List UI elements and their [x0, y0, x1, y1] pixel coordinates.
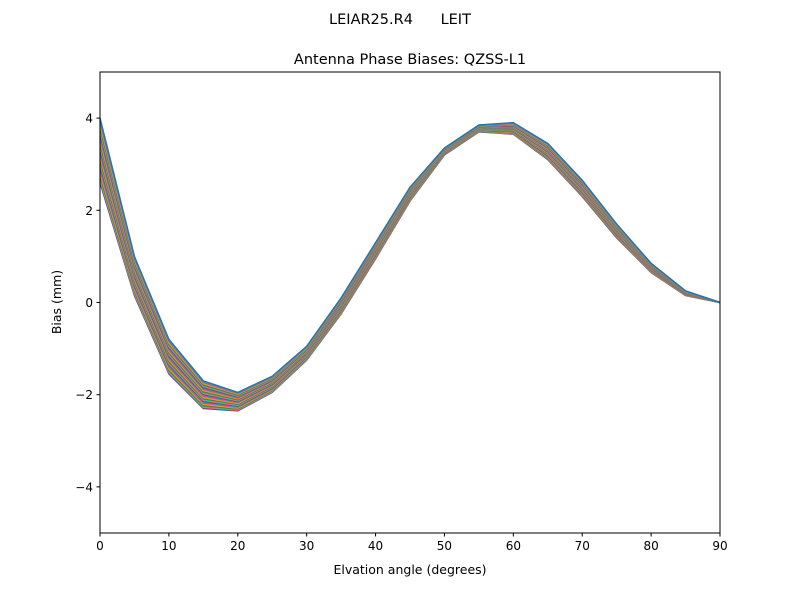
- x-axis-label: Elvation angle (degrees): [333, 562, 486, 577]
- series-line: [99, 121, 721, 395]
- series-line: [99, 125, 721, 399]
- series-line: [99, 117, 721, 394]
- x-tick-label: 70: [575, 539, 590, 553]
- series-line: [99, 124, 721, 398]
- series-line: [99, 125, 721, 400]
- series-line: [99, 129, 721, 408]
- series-line: [99, 129, 721, 407]
- series-line: [99, 124, 721, 397]
- series-line: [99, 128, 721, 406]
- series-line: [99, 129, 721, 409]
- x-tick-label: 80: [643, 539, 658, 553]
- series-line: [99, 126, 721, 401]
- series-line: [99, 119, 721, 394]
- series-line: [99, 128, 721, 405]
- series-line: [99, 128, 721, 404]
- y-axis-label: Bias (mm): [49, 270, 64, 334]
- series-line: [99, 124, 721, 398]
- series-line: [99, 125, 721, 400]
- series-line: [99, 123, 721, 396]
- series-line: [99, 129, 721, 407]
- chart-title: Antenna Phase Biases: QZSS-L1: [294, 52, 526, 68]
- y-tick-label: −2: [75, 388, 93, 402]
- series-line: [99, 128, 721, 405]
- x-tick-label: 60: [506, 539, 521, 553]
- suptitle: LEIAR25.R4 LEIT: [329, 12, 471, 28]
- axes-frame: [99, 71, 721, 534]
- y-axis: −4 −2 0 2 4: [75, 112, 100, 494]
- series-lines: [99, 117, 721, 412]
- series-line: [99, 125, 721, 399]
- x-tick-label: 50: [437, 539, 452, 553]
- series-line: [99, 123, 721, 397]
- series-line: [99, 128, 721, 406]
- series-line: [99, 130, 721, 409]
- series-line: [99, 129, 721, 408]
- series-line: [99, 126, 721, 401]
- x-tick-label: 30: [299, 539, 314, 553]
- series-line: [99, 122, 721, 395]
- series-line: [99, 127, 721, 402]
- y-tick-label: −4: [75, 480, 93, 494]
- y-tick-label: 0: [85, 296, 93, 310]
- series-line: [99, 127, 721, 403]
- x-tick-label: 10: [161, 539, 176, 553]
- series-line: [99, 127, 721, 402]
- series-line: [99, 128, 721, 404]
- x-axis: 0 10 20 30 40 50 60 70 80 90: [96, 533, 728, 553]
- x-tick-label: 90: [712, 539, 727, 553]
- x-tick-label: 0: [96, 539, 104, 553]
- series-line: [99, 123, 721, 397]
- series-line: [99, 130, 721, 410]
- series-line: [99, 127, 721, 403]
- x-tick-label: 20: [230, 539, 245, 553]
- series-line: [99, 129, 721, 407]
- y-tick-label: 4: [85, 112, 93, 126]
- series-line: [99, 123, 721, 396]
- x-tick-label: 40: [368, 539, 383, 553]
- series-line: [99, 126, 721, 401]
- y-tick-label: 2: [85, 204, 93, 218]
